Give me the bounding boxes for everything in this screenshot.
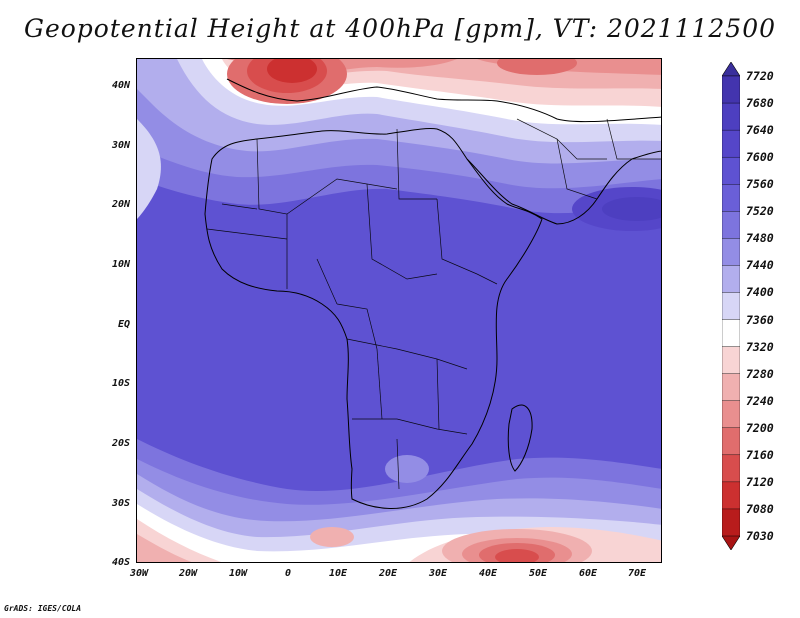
lon-label-20e: 20E [378,568,398,579]
colorbar-swatch [722,75,740,104]
pale-south-africa [385,455,429,483]
lon-label-60e: 60E [578,568,598,579]
colorbar-swatch [722,346,740,375]
colorbar-label: 7080 [746,501,774,516]
border-q [606,118,661,160]
colorbar-swatch [722,508,740,537]
lat-label-10s: 10S [111,378,130,389]
lat-label-40n: 40N [111,80,130,91]
high-center-arabia-core [602,197,661,221]
colorbar-bottom-arrow [722,535,740,550]
lat-label-20n: 20N [111,199,130,210]
colorbar-label: 7360 [746,312,774,327]
map-title: Geopotential Height at 400hPa [gpm], VT:… [23,14,777,43]
colorbar-label: 7440 [746,258,774,273]
colorbar-label: 7720 [746,69,774,83]
border-d [366,183,438,280]
low-south-e [495,549,539,562]
border-a [256,138,288,289]
border-p [556,138,598,200]
lon-label-10e: 10E [328,568,348,579]
colorbar-top-arrow [722,62,740,77]
lat-label-20s: 20S [111,438,130,449]
colorbar-label: 7640 [746,123,774,138]
border-c [396,128,437,200]
border-h [376,348,383,420]
colorbar-swatch [722,156,740,185]
colorbar-swatch [722,400,740,429]
border-f [346,338,468,370]
colorbar-label: 7560 [746,177,774,192]
madagascar [507,404,533,472]
border-e [436,198,498,285]
border-n [316,258,338,305]
low-south-a [310,527,354,547]
colorbar-label: 7320 [746,339,774,354]
border-j [396,438,400,490]
colorbar-label: 7680 [746,96,774,111]
lon-label-70e: 70E [627,568,647,579]
colorbar-label: 7030 [746,529,774,543]
colorbar-label: 7200 [746,420,774,435]
lat-label-eq: EQ [117,319,130,330]
colorbar-swatch [722,265,740,294]
colorbar-label: 7240 [746,393,774,408]
west-pale [137,119,161,219]
border-g [352,418,468,435]
border-k [221,203,258,210]
colorbar-swatch [722,238,740,267]
colorbar-label: 7280 [746,366,774,381]
band-south-7240 [137,534,192,562]
lat-label-10n: 10N [111,259,130,270]
grads-credit: GrADS: IGES/COLA [4,604,82,613]
colorbar-label: 7400 [746,285,774,300]
colorbar-swatch [722,427,740,456]
colorbar-swatch [722,292,740,321]
border-i [436,358,440,430]
colorbar-label: 7120 [746,474,774,489]
lon-label-10w: 10W [228,568,248,579]
colorbar-swatch [722,129,740,158]
border-l [206,228,288,240]
low-center-med-core [267,59,317,83]
low-center-east [497,59,577,75]
border-m [336,303,378,350]
border-o [516,118,607,160]
lat-label-40s: 40S [111,557,130,568]
colorbar-swatch [722,319,740,348]
colorbar-label: 7600 [746,150,774,165]
border-b [286,178,398,215]
coastlines [204,78,661,509]
lon-label-0: 0 [284,568,292,579]
map-panel [136,58,662,563]
arabia-coastline [466,150,661,225]
colorbar-swatch [722,481,740,510]
lon-label-30e: 30E [428,568,448,579]
colorbar-label: 7160 [746,447,774,462]
lon-label-40e: 40E [478,568,498,579]
lat-label-30s: 30S [111,498,130,509]
colorbar-swatch [722,454,740,483]
colorbar-swatch [722,102,740,131]
colorbar-label: 7520 [746,204,774,219]
lon-label-30w: 30W [129,568,149,579]
lon-label-20w: 20W [178,568,198,579]
colorbar-swatch [722,184,740,212]
colorbar-swatch [722,211,740,240]
colorbar-label: 7480 [746,231,774,246]
lon-label-50e: 50E [528,568,548,579]
contour-map [137,59,661,562]
colorbar [722,62,740,550]
europe-coastline [226,78,661,123]
lat-label-30n: 30N [111,140,130,151]
borders [206,118,661,490]
colorbar-swatch [722,373,740,402]
africa-coastline [204,128,543,509]
